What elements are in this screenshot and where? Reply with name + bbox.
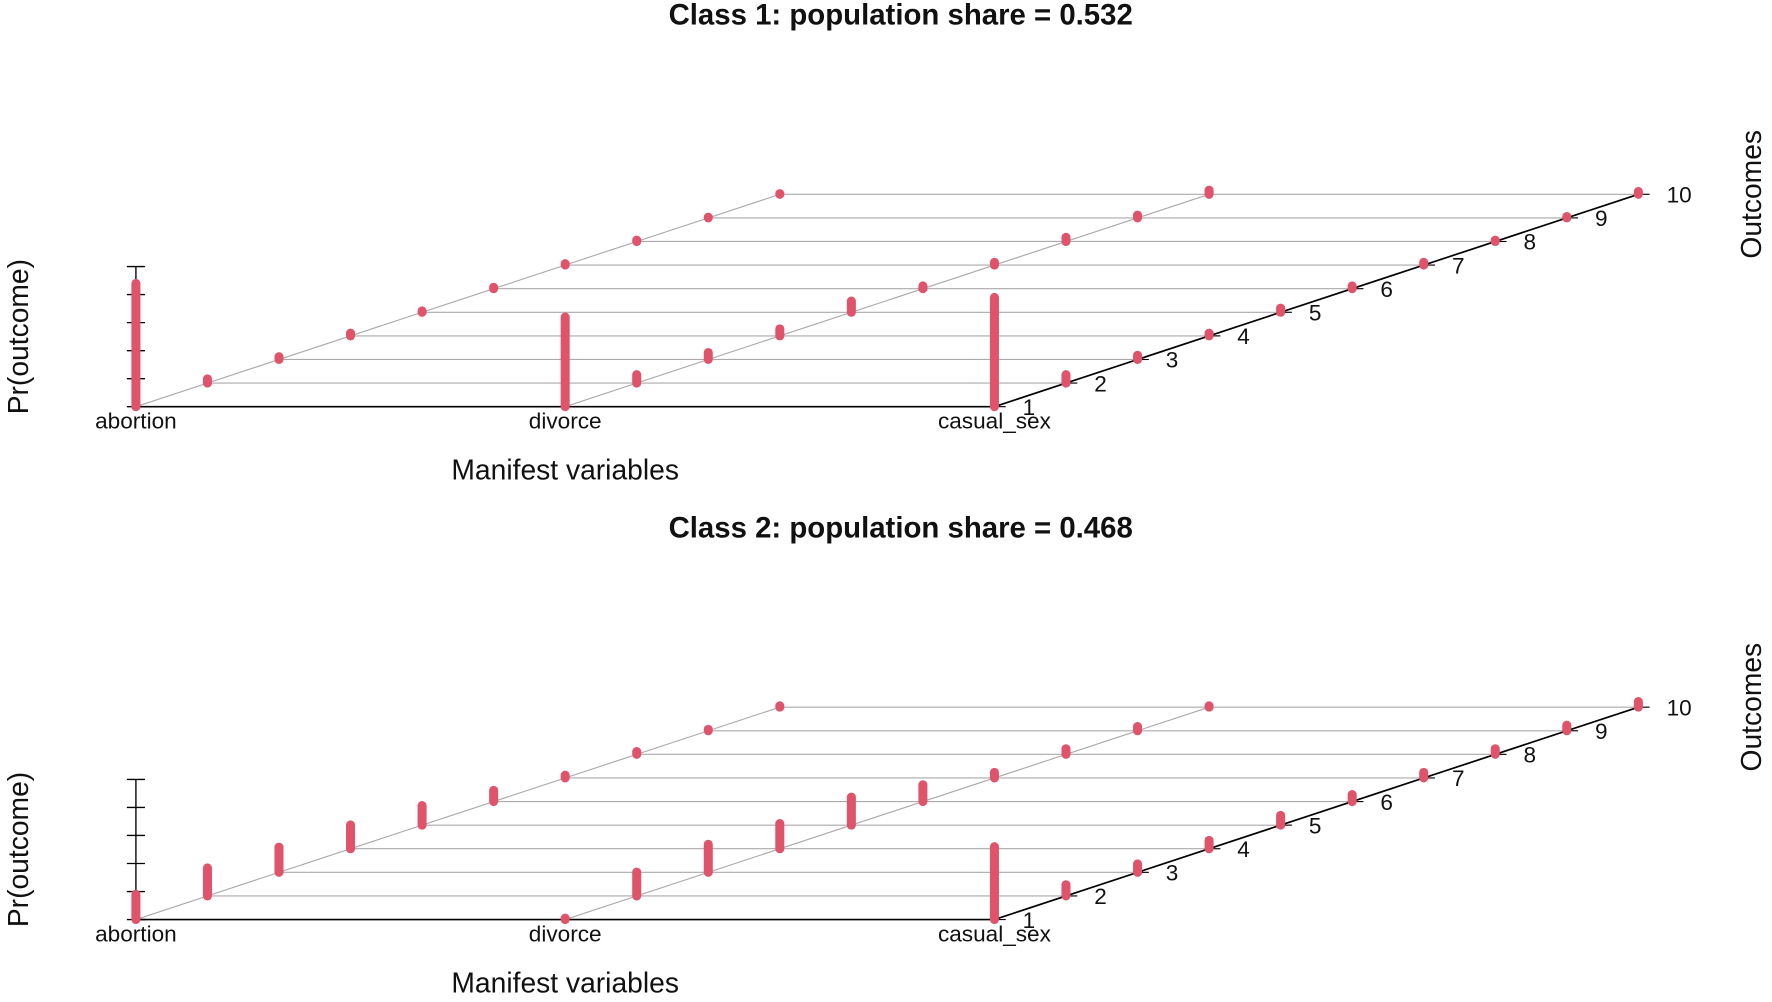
x-tick-label: casual_sex xyxy=(938,408,1052,433)
y-axis-label: Outcomes xyxy=(1735,130,1767,259)
depth-line xyxy=(135,706,780,921)
x-tick-label: divorce xyxy=(529,408,602,433)
outcome-tick-label: 7 xyxy=(1452,766,1465,791)
outcome-tick-label: 5 xyxy=(1309,301,1322,326)
chart-title: Class 1: population share = 0.532 xyxy=(669,0,1133,32)
outcome-tick-label: 3 xyxy=(1166,348,1179,373)
x-tick-label: casual_sex xyxy=(938,921,1052,946)
outcome-tick-label: 9 xyxy=(1595,206,1608,231)
outcome-tick-label: 5 xyxy=(1309,813,1322,838)
y-axis-label: Outcomes xyxy=(1735,643,1767,772)
outcome-tick-label: 7 xyxy=(1452,253,1465,278)
outcome-tick-label: 6 xyxy=(1380,790,1393,815)
x-axis-label: Manifest variables xyxy=(451,967,679,999)
x-axis-label: Manifest variables xyxy=(451,454,679,486)
outcome-tick-label: 10 xyxy=(1667,695,1692,720)
outcome-tick-label: 8 xyxy=(1523,743,1536,768)
outcome-tick-label: 8 xyxy=(1523,230,1536,255)
depth-line xyxy=(135,193,780,408)
outcome-tick-label: 1 xyxy=(1023,908,1036,933)
x-tick-label: abortion xyxy=(95,921,177,946)
outcome-axis xyxy=(994,193,1639,408)
outcome-tick-label: 6 xyxy=(1380,277,1393,302)
chart-title: Class 2: population share = 0.468 xyxy=(669,512,1133,545)
outcome-tick-label: 3 xyxy=(1166,861,1179,886)
outcome-tick-label: 4 xyxy=(1237,324,1250,349)
outcome-tick-label: 10 xyxy=(1667,183,1692,208)
x-tick-label: abortion xyxy=(95,408,177,433)
outcome-tick-label: 1 xyxy=(1023,395,1036,420)
depth-line xyxy=(565,193,1210,408)
x-tick-label: divorce xyxy=(529,921,602,946)
outcome-tick-label: 2 xyxy=(1094,371,1107,396)
depth-line xyxy=(565,706,1210,921)
outcome-tick-label: 9 xyxy=(1595,719,1608,744)
outcome-tick-label: 2 xyxy=(1094,884,1107,909)
outcome-tick-label: 4 xyxy=(1237,837,1250,862)
z-axis-label: Pr(outcome) xyxy=(2,259,34,414)
outcome-axis xyxy=(994,706,1639,921)
z-axis-label: Pr(outcome) xyxy=(2,772,34,927)
